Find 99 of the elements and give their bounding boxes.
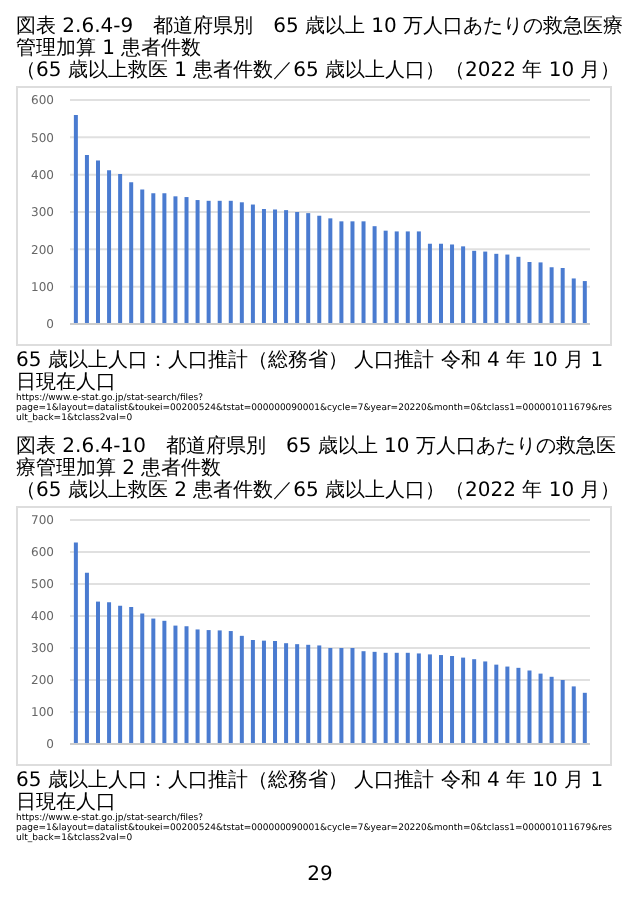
bar [394,652,399,744]
bar [217,630,222,744]
chart-subtitle: （65 歳以上救医 1 患者件数／65 歳以上人口）（2022 年 10 月） [16,60,623,82]
bar [317,215,322,324]
bar [195,200,200,324]
bar [228,200,233,324]
bar [494,664,499,744]
bar [306,644,311,744]
bar [571,686,576,744]
bar [483,661,488,744]
bar [394,231,399,324]
bar [383,652,388,744]
bar [516,256,521,324]
bar [372,651,377,744]
bar [184,197,189,324]
bar [84,572,89,744]
bar [173,625,178,744]
bar [129,607,134,744]
bar [239,635,244,744]
bar [549,676,554,744]
bar [427,243,432,324]
bar [118,173,123,324]
bar [461,246,466,324]
bar [505,666,510,744]
bar [96,601,100,744]
bar [306,213,311,324]
bar [527,670,532,744]
chart-subtitle: （65 歳以上救医 2 患者件数／65 歳以上人口）（2022 年 10 月） [16,480,623,502]
bar [73,114,78,324]
bar [560,680,565,744]
bar [295,644,300,744]
bar [450,244,455,324]
bar [328,648,333,744]
bar [383,230,388,324]
bar [284,643,289,744]
bar [206,630,211,744]
bar [350,648,355,744]
bar [107,602,112,744]
bar [339,221,344,324]
text: 29 [305,864,335,886]
bar [472,250,477,324]
bar [206,200,211,324]
bar [350,221,355,324]
bar [416,231,421,324]
bar [571,278,576,324]
bar [195,629,200,744]
bar [140,613,145,744]
chart-title: 図表 2.6.4-10 都道府県別 65 歳以上 10 万人口あたりの救急医療管理加算 2 患者件数 [16,436,618,480]
bar [438,243,443,324]
bar [427,654,432,744]
bar [549,267,554,324]
bar [228,631,233,744]
bar [483,251,488,324]
bar [516,667,521,744]
bar [261,209,266,324]
bar [494,253,499,324]
bar [140,189,145,324]
bar [505,254,510,324]
bar [538,673,543,744]
bar [416,653,421,744]
bar [582,281,587,324]
bar [317,645,322,744]
bar [173,196,178,324]
bar [405,652,410,744]
chart-title: 図表 2.6.4-9 都道府県別 65 歳以上 10 万人口あたりの救急医療管理加算 1 患者件数 [16,16,624,60]
bar [361,221,366,324]
bar [461,657,466,744]
bar [538,262,543,324]
bar [284,210,289,324]
bar [261,640,266,744]
bar [151,618,156,744]
bar [472,659,477,744]
bar [162,620,167,744]
bar [239,202,244,324]
bar [84,154,89,324]
bar [372,226,377,324]
bar [560,268,565,324]
bar [151,193,156,324]
bar [582,692,587,744]
bar [250,640,255,744]
bar [96,160,100,324]
bar [527,262,532,324]
bar [217,200,222,324]
bar [129,182,134,324]
bar [73,542,78,744]
bar [295,212,300,324]
bar [438,655,443,744]
bar [184,626,189,744]
bar [273,640,278,744]
bar [162,193,167,324]
bar [339,648,344,744]
bar [118,605,123,744]
bar [273,209,278,324]
bar [405,231,410,324]
bar [328,218,333,324]
bar [450,656,455,744]
bar [250,204,255,324]
bar [361,651,366,744]
bar [107,170,112,324]
